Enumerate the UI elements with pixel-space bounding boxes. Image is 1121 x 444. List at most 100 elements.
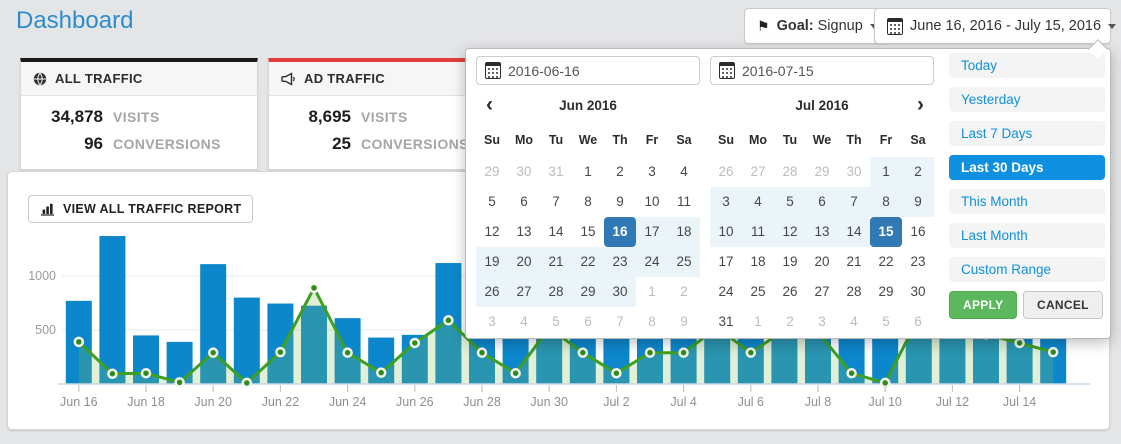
chevron-right-icon[interactable]: › xyxy=(917,93,924,116)
range-option-last-7-days[interactable]: Last 7 Days xyxy=(949,121,1105,146)
calendar-day[interactable]: 6 xyxy=(584,314,592,329)
calendar-day[interactable]: 24 xyxy=(718,284,734,299)
calendar-day[interactable]: 5 xyxy=(882,314,890,329)
calendar-day[interactable]: 26 xyxy=(782,284,798,299)
calendar-day[interactable]: 10 xyxy=(644,194,660,209)
calendar-day[interactable]: 8 xyxy=(648,314,656,329)
calendar-day[interactable]: 21 xyxy=(540,247,572,277)
calendar-day[interactable]: 1 xyxy=(870,157,902,187)
range-option-today[interactable]: Today xyxy=(949,53,1105,78)
calendar-day[interactable]: 26 xyxy=(718,164,734,179)
calendar-day[interactable]: 31 xyxy=(718,314,734,329)
calendar-day[interactable]: 27 xyxy=(750,164,766,179)
calendar-day[interactable]: 5 xyxy=(552,314,560,329)
calendar-day[interactable]: 30 xyxy=(604,277,636,307)
calendar-day[interactable]: 6 xyxy=(914,314,922,329)
calendar-day[interactable]: 14 xyxy=(548,224,564,239)
calendar-day[interactable]: 9 xyxy=(616,194,624,209)
calendar-day[interactable]: 6 xyxy=(520,194,528,209)
calendar-day[interactable]: 28 xyxy=(540,277,572,307)
calendar-day[interactable]: 28 xyxy=(846,284,862,299)
chevron-left-icon[interactable]: ‹ xyxy=(486,93,493,116)
calendar-day[interactable]: 13 xyxy=(516,224,532,239)
calendar-day[interactable]: 7 xyxy=(616,314,624,329)
calendar-day[interactable]: 30 xyxy=(910,284,926,299)
calendar-day[interactable]: 23 xyxy=(910,254,926,269)
range-option-yesterday[interactable]: Yesterday xyxy=(949,87,1105,112)
calendar-day[interactable]: 4 xyxy=(850,314,858,329)
calendar-day[interactable]: 4 xyxy=(520,314,528,329)
calendar-day[interactable]: 26 xyxy=(476,277,508,307)
calendar-day[interactable]: 29 xyxy=(572,277,604,307)
calendar-day[interactable]: 29 xyxy=(878,284,894,299)
range-option-custom-range[interactable]: Custom Range xyxy=(949,257,1105,282)
calendar-day[interactable]: 2 xyxy=(786,314,794,329)
calendar-day[interactable]: 30 xyxy=(516,164,532,179)
calendar-day[interactable]: 14 xyxy=(838,217,870,247)
calendar-day[interactable]: 7 xyxy=(552,194,560,209)
range-option-this-month[interactable]: This Month xyxy=(949,189,1105,214)
calendar-day[interactable]: 22 xyxy=(572,247,604,277)
calendar-day[interactable]: 30 xyxy=(846,164,862,179)
calendar-day[interactable]: 20 xyxy=(814,254,830,269)
calendar-day[interactable]: 24 xyxy=(636,247,668,277)
calendar-day[interactable]: 28 xyxy=(782,164,798,179)
calendar-day[interactable]: 15 xyxy=(580,224,596,239)
calendar-day[interactable]: 5 xyxy=(488,194,496,209)
calendar-day[interactable]: 31 xyxy=(548,164,564,179)
calendar-day[interactable]: 8 xyxy=(870,187,902,217)
calendar-day[interactable]: 3 xyxy=(818,314,826,329)
calendar-day[interactable]: 3 xyxy=(710,187,742,217)
cancel-button[interactable]: CANCEL xyxy=(1023,291,1103,319)
calendar-day[interactable]: 21 xyxy=(846,254,862,269)
goal-dropdown-button[interactable]: ⚑ Goal: Signup xyxy=(744,8,891,44)
calendar-day[interactable]: 1 xyxy=(754,314,762,329)
calendar-day[interactable]: 20 xyxy=(508,247,540,277)
range-option-last-30-days[interactable]: Last 30 Days xyxy=(949,155,1105,180)
calendar-day[interactable]: 29 xyxy=(814,164,830,179)
calendar-day[interactable]: 27 xyxy=(508,277,540,307)
start-date-input[interactable]: 2016-06-16 xyxy=(476,56,700,85)
calendar-day[interactable]: 18 xyxy=(750,254,766,269)
calendar-day[interactable]: 17 xyxy=(718,254,734,269)
calendar-day[interactable]: 1 xyxy=(648,284,656,299)
calendar-day[interactable]: 27 xyxy=(814,284,830,299)
calendar-day[interactable]: 5 xyxy=(774,187,806,217)
calendar-day[interactable]: 4 xyxy=(680,164,688,179)
calendar-day[interactable]: 17 xyxy=(636,217,668,247)
calendar-day[interactable]: 9 xyxy=(902,187,934,217)
calendar-day[interactable]: 15 xyxy=(870,217,902,247)
calendar-day[interactable]: 6 xyxy=(806,187,838,217)
calendar-day[interactable]: 3 xyxy=(648,164,656,179)
apply-button[interactable]: APPLY xyxy=(949,291,1018,319)
calendar-day[interactable]: 18 xyxy=(668,217,700,247)
calendar-day[interactable]: 11 xyxy=(742,217,774,247)
calendar-day[interactable]: 16 xyxy=(910,224,926,239)
calendar-day[interactable]: 11 xyxy=(676,194,691,209)
calendar-day[interactable]: 2 xyxy=(680,284,688,299)
calendar-day[interactable]: 9 xyxy=(680,314,688,329)
calendar-day[interactable]: 4 xyxy=(742,187,774,217)
calendar-day[interactable]: 1 xyxy=(584,164,592,179)
calendar-day[interactable]: 16 xyxy=(604,217,636,247)
calendar-day[interactable]: 12 xyxy=(484,224,500,239)
range-option-last-month[interactable]: Last Month xyxy=(949,223,1105,248)
end-date-input[interactable]: 2016-07-15 xyxy=(710,56,934,85)
calendar-day[interactable]: 13 xyxy=(806,217,838,247)
calendar-day[interactable]: 2 xyxy=(902,157,934,187)
view-all-traffic-report-button[interactable]: VIEW ALL TRAFFIC REPORT xyxy=(28,195,254,223)
calendar-day[interactable]: 25 xyxy=(668,247,700,277)
date-range-button[interactable]: June 16, 2016 - July 15, 2016 xyxy=(874,8,1117,44)
calendar-day[interactable]: 19 xyxy=(782,254,798,269)
calendar-day[interactable]: 3 xyxy=(488,314,496,329)
calendar-day[interactable]: 25 xyxy=(750,284,766,299)
calendar-day[interactable]: 8 xyxy=(584,194,592,209)
calendar-day[interactable]: 23 xyxy=(604,247,636,277)
calendar-day[interactable]: 12 xyxy=(774,217,806,247)
calendar-day[interactable]: 29 xyxy=(484,164,500,179)
calendar-day[interactable]: 19 xyxy=(476,247,508,277)
calendar-day[interactable]: 7 xyxy=(838,187,870,217)
calendar-day[interactable]: 10 xyxy=(710,217,742,247)
calendar-day[interactable]: 2 xyxy=(616,164,624,179)
calendar-day[interactable]: 22 xyxy=(878,254,894,269)
